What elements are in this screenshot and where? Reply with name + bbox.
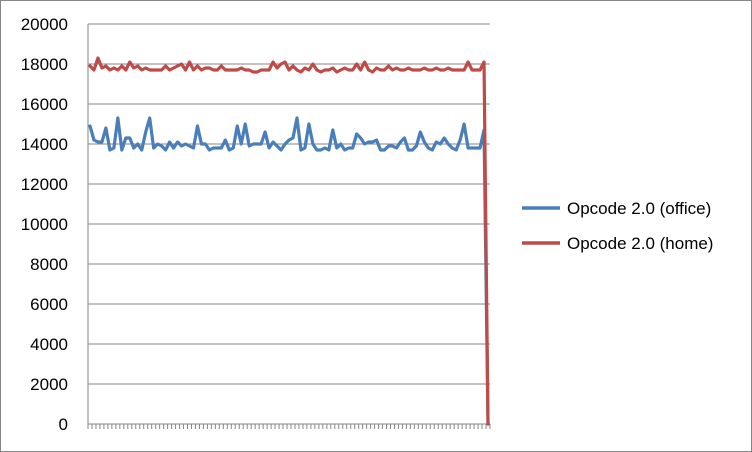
legend: Opcode 2.0 (office) Opcode 2.0 (home)	[522, 199, 713, 253]
y-tick-label: 0	[59, 415, 68, 434]
series-line-office	[88, 116, 490, 426]
legend-label: Opcode 2.0 (home)	[567, 234, 713, 253]
y-tick-label: 20000	[21, 15, 68, 34]
y-tick-label: 8000	[30, 255, 68, 274]
legend-label: Opcode 2.0 (office)	[567, 199, 711, 218]
y-tick-label: 14000	[21, 135, 68, 154]
x-axis	[87, 423, 491, 429]
y-tick-label: 12000	[21, 175, 68, 194]
y-tick-label: 16000	[21, 95, 68, 114]
gridlines	[88, 23, 490, 385]
y-axis: 0 2000 4000 6000 8000 10000 12000 14000 16000 180…	[21, 15, 89, 434]
y-tick-label: 18000	[21, 55, 68, 74]
y-tick-label: 4000	[30, 335, 68, 354]
y-tick-label: 10000	[21, 215, 68, 234]
y-tick-label: 6000	[30, 295, 68, 314]
series-lines	[88, 56, 490, 426]
series-line-home	[88, 56, 490, 426]
y-tick-label: 2000	[30, 375, 68, 394]
